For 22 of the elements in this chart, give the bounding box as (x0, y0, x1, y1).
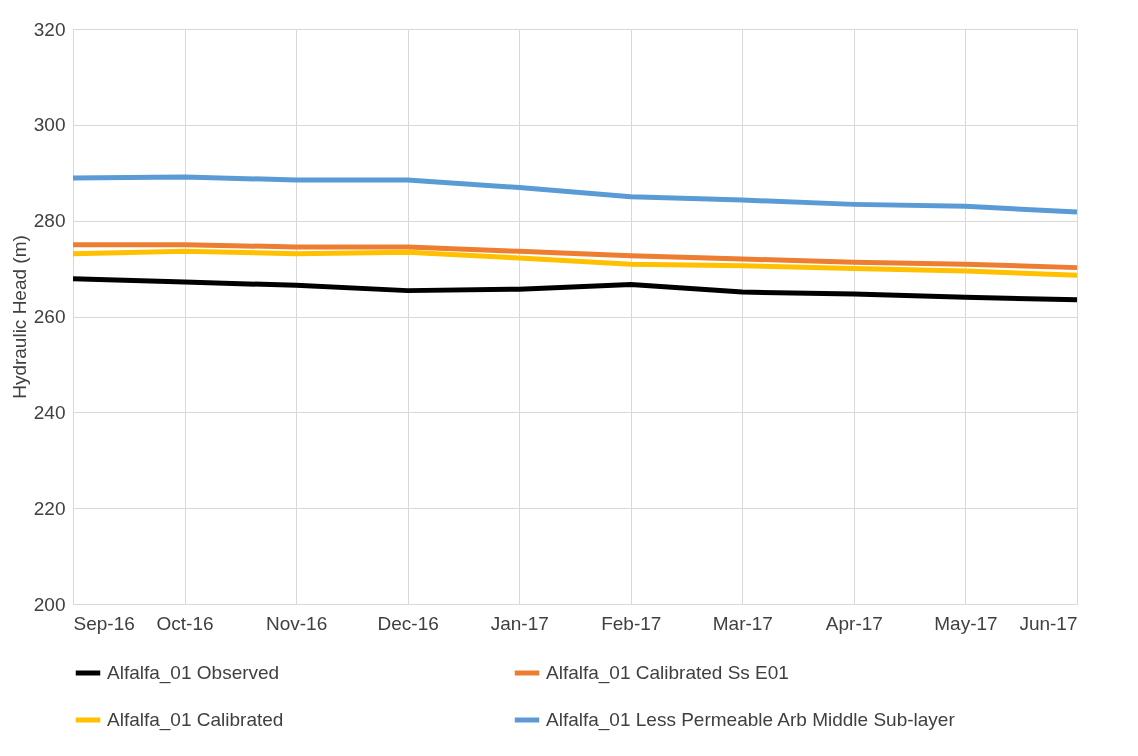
legend-label: Alfalfa_01 Less Permeable Arb Middle Sub-layer (546, 709, 956, 731)
x-tick-label: Apr-17 (825, 612, 883, 634)
x-tick-label: May-17 (934, 612, 998, 634)
y-tick-label: 240 (33, 401, 66, 423)
y-tick-label: 280 (33, 210, 66, 232)
y-axis-title: Hydraulic Head (m) (8, 235, 30, 399)
legend-label: Alfalfa_01 Calibrated Ss E01 (546, 662, 789, 684)
x-tick-label: Jan-17 (490, 612, 549, 634)
x-tick-label: Mar-17 (712, 612, 773, 634)
x-tick-label: Feb-17 (601, 612, 662, 634)
x-tick-label: Dec-16 (377, 612, 439, 634)
legend-label: Alfalfa_01 Calibrated (107, 709, 284, 731)
x-tick-label: Oct-16 (156, 612, 214, 634)
x-tick-label: Jun-17 (1019, 612, 1078, 634)
y-tick-label: 300 (33, 114, 66, 136)
y-tick-label: 220 (33, 497, 66, 519)
x-tick-label: Sep-16 (73, 612, 135, 634)
legend-label: Alfalfa_01 Observed (107, 662, 280, 684)
y-tick-label: 260 (33, 306, 66, 327)
y-tick-label: 320 (33, 18, 66, 40)
x-tick-label: Nov-16 (265, 612, 328, 634)
y-tick-label: 200 (33, 593, 66, 615)
